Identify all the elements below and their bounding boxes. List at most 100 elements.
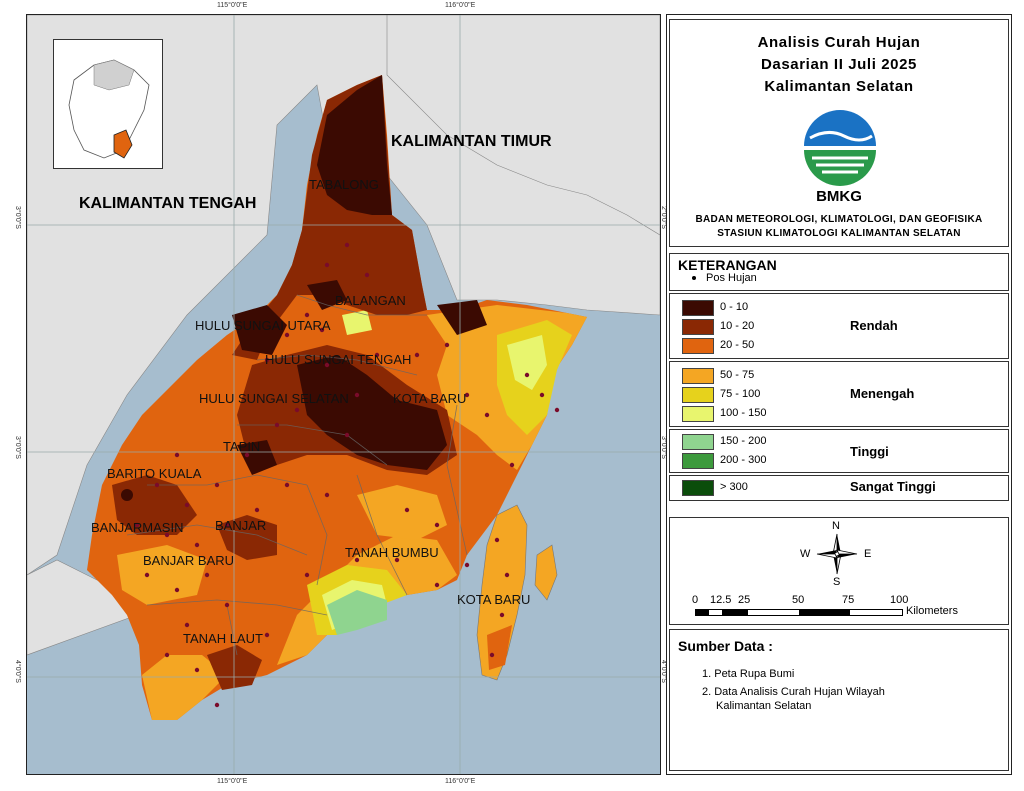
graticule-right-3: 4°0'0"S — [660, 660, 667, 683]
label-hulu-sungai-utara: HULU SUNGAI UTARA — [195, 318, 331, 333]
legend-label-10-20: 10 - 20 — [720, 320, 755, 332]
scale-tick-25: 25 — [738, 594, 751, 606]
zone-0-10-balangan — [307, 280, 347, 310]
scale-unit: Kilometers — [906, 605, 958, 617]
legend-group-sangat-tinggi: > 300 Sangat Tinggi — [669, 475, 1009, 501]
graticule-right-2: 3°0'0"S — [660, 436, 667, 459]
legend-label-200-300: 200 - 300 — [720, 454, 767, 466]
swatch-20-50 — [682, 338, 714, 354]
org-line-1: BADAN METEOROLOGI, KLIMATOLOGI, DAN GEOF… — [695, 214, 983, 225]
map-layout-panel: Analisis Curah Hujan Dasarian II Juli 20… — [666, 14, 1012, 775]
title-line-1: Analisis Curah Hujan — [757, 34, 921, 51]
zone-50-75-center — [357, 485, 447, 540]
legend-group-menengah: 50 - 75 75 - 100 100 - 150 Menengah — [669, 361, 1009, 427]
legend-category-tinggi: Tinggi — [850, 444, 889, 459]
label-kota-baru-north: KOTA BARU — [393, 391, 467, 406]
zone-10-20-south — [207, 645, 262, 690]
legend-label-75-100: 75 - 100 — [720, 388, 761, 400]
swatch-50-75 — [682, 368, 714, 384]
org-line-2: STASIUN KLIMATOLOGI KALIMANTAN SELATAN — [717, 228, 961, 239]
sources-box: Sumber Data : 1. Peta Rupa Bumi 2. Data … — [669, 629, 1009, 771]
scale-tick-12-5: 12.5 — [710, 594, 732, 606]
swatch-10-20 — [682, 319, 714, 335]
compass-s: S — [833, 576, 841, 588]
zone-100-150-east — [507, 335, 547, 390]
inset-overview-map — [53, 39, 163, 169]
pulau-sebuku — [534, 544, 558, 601]
zone-150-200 — [327, 590, 387, 635]
legend-heading: KETERANGAN — [678, 257, 777, 273]
graticule-left-2: 3°0'0"S — [14, 436, 21, 459]
label-banjar: BANJAR — [215, 518, 267, 533]
title-line-3: Kalimantan Selatan — [764, 78, 914, 95]
inset-highlight-kalsel — [113, 129, 133, 159]
scale-tick-75: 75 — [842, 594, 855, 606]
legend-group-rendah: 0 - 10 10 - 20 20 - 50 Rendah — [669, 293, 1009, 359]
scale-bar — [695, 609, 903, 616]
kaltim-coast — [386, 15, 660, 236]
north-arrow-icon — [812, 522, 862, 586]
station-dot-icon — [692, 276, 696, 280]
inset-canvas — [68, 59, 150, 159]
source-item-1: 1. Peta Rupa Bumi — [702, 668, 795, 680]
label-hulu-sungai-selatan: HULU SUNGAI SELATAN — [199, 391, 349, 406]
source-item-2: 2. Data Analisis Curah Hujan Wilayah — [702, 686, 885, 698]
bmkg-logo-icon — [800, 108, 880, 188]
swatch-100-150 — [682, 406, 714, 422]
scale-tick-100: 100 — [890, 594, 909, 606]
zone-10-20-banjar — [217, 515, 277, 560]
legend-group-tinggi: 150 - 200 200 - 300 Tinggi — [669, 429, 1009, 473]
label-tapin: TAPIN — [223, 439, 261, 454]
compass-n: N — [832, 520, 840, 532]
pulau-laut-inner — [487, 625, 512, 670]
label-hulu-sungai-tengah: HULU SUNGAI TENGAH — [265, 352, 412, 367]
legend-label-over-300: > 300 — [720, 481, 748, 493]
legend-category-rendah: Rendah — [850, 318, 898, 333]
zone-75-100-balangan — [342, 310, 372, 335]
legend-label-0-10: 0 - 10 — [720, 301, 749, 313]
zone-0-10-tapin — [237, 440, 277, 475]
rain-stations — [121, 242, 560, 708]
label-kalimantan-tengah: KALIMANTAN TENGAH — [79, 195, 257, 212]
graticule-bottom-116: 116°0'0"E — [445, 778, 476, 785]
legend-label-50-75: 50 - 75 — [720, 369, 755, 381]
zone-0-10-tabalong — [317, 75, 392, 215]
graticule-right-1: 2°0'0"S — [660, 206, 667, 229]
compass-w: W — [800, 548, 811, 560]
label-balangan: BALANGAN — [335, 293, 406, 308]
zone-50-75-southwest — [142, 655, 227, 720]
sources-heading: Sumber Data : — [678, 638, 773, 654]
legend-station-label: Pos Hujan — [706, 272, 757, 284]
label-banjar-baru: BANJAR BARU — [143, 553, 235, 568]
label-kalimantan-timur: KALIMANTAN TIMUR — [391, 133, 552, 150]
bmkg-logo-text: BMKG — [816, 188, 862, 205]
scale-tick-50: 50 — [792, 594, 805, 606]
label-barito-kuala: BARITO KUALA — [107, 466, 202, 481]
scale-tick-0: 0 — [692, 594, 699, 606]
graticule-top-116: 116°0'0"E — [445, 2, 476, 9]
legend-label-150-200: 150 - 200 — [720, 435, 767, 447]
rainfall-map[interactable]: KALIMANTAN TENGAH KALIMANTAN TIMUR TABAL… — [26, 14, 661, 775]
legend-header-box: KETERANGAN Pos Hujan — [669, 253, 1009, 291]
graticule-left-1: 3°0'0"S — [14, 206, 21, 229]
zone-0-10-center — [297, 355, 447, 470]
zone-10-20-west — [112, 475, 197, 535]
legend-category-sangat-tinggi: Sangat Tinggi — [850, 479, 936, 494]
graticule-left-3: 4°0'0"S — [14, 660, 21, 683]
graticule-top-115: 115°0'0"E — [217, 2, 248, 9]
label-tabalong: TABALONG — [309, 177, 379, 192]
graticule-bottom-115: 115°0'0"E — [217, 778, 248, 785]
swatch-75-100 — [682, 387, 714, 403]
zone-0-10-hsu — [232, 305, 287, 355]
label-banjarmasin: BANJARMASIN — [91, 520, 184, 535]
legend-label-20-50: 20 - 50 — [720, 339, 755, 351]
label-kota-baru-south: KOTA BARU — [457, 592, 531, 607]
swatch-over-300 — [682, 480, 714, 496]
title-line-2: Dasarian II Juli 2025 — [760, 56, 917, 73]
zone-50-75-banjarbaru — [117, 545, 207, 605]
label-tanah-laut: TANAH LAUT — [183, 631, 263, 646]
source-item-2-cont: Kalimantan Selatan — [716, 700, 812, 712]
swatch-0-10 — [682, 300, 714, 316]
zone-0-10-kotabaru-n — [437, 300, 487, 335]
swatch-150-200 — [682, 434, 714, 450]
